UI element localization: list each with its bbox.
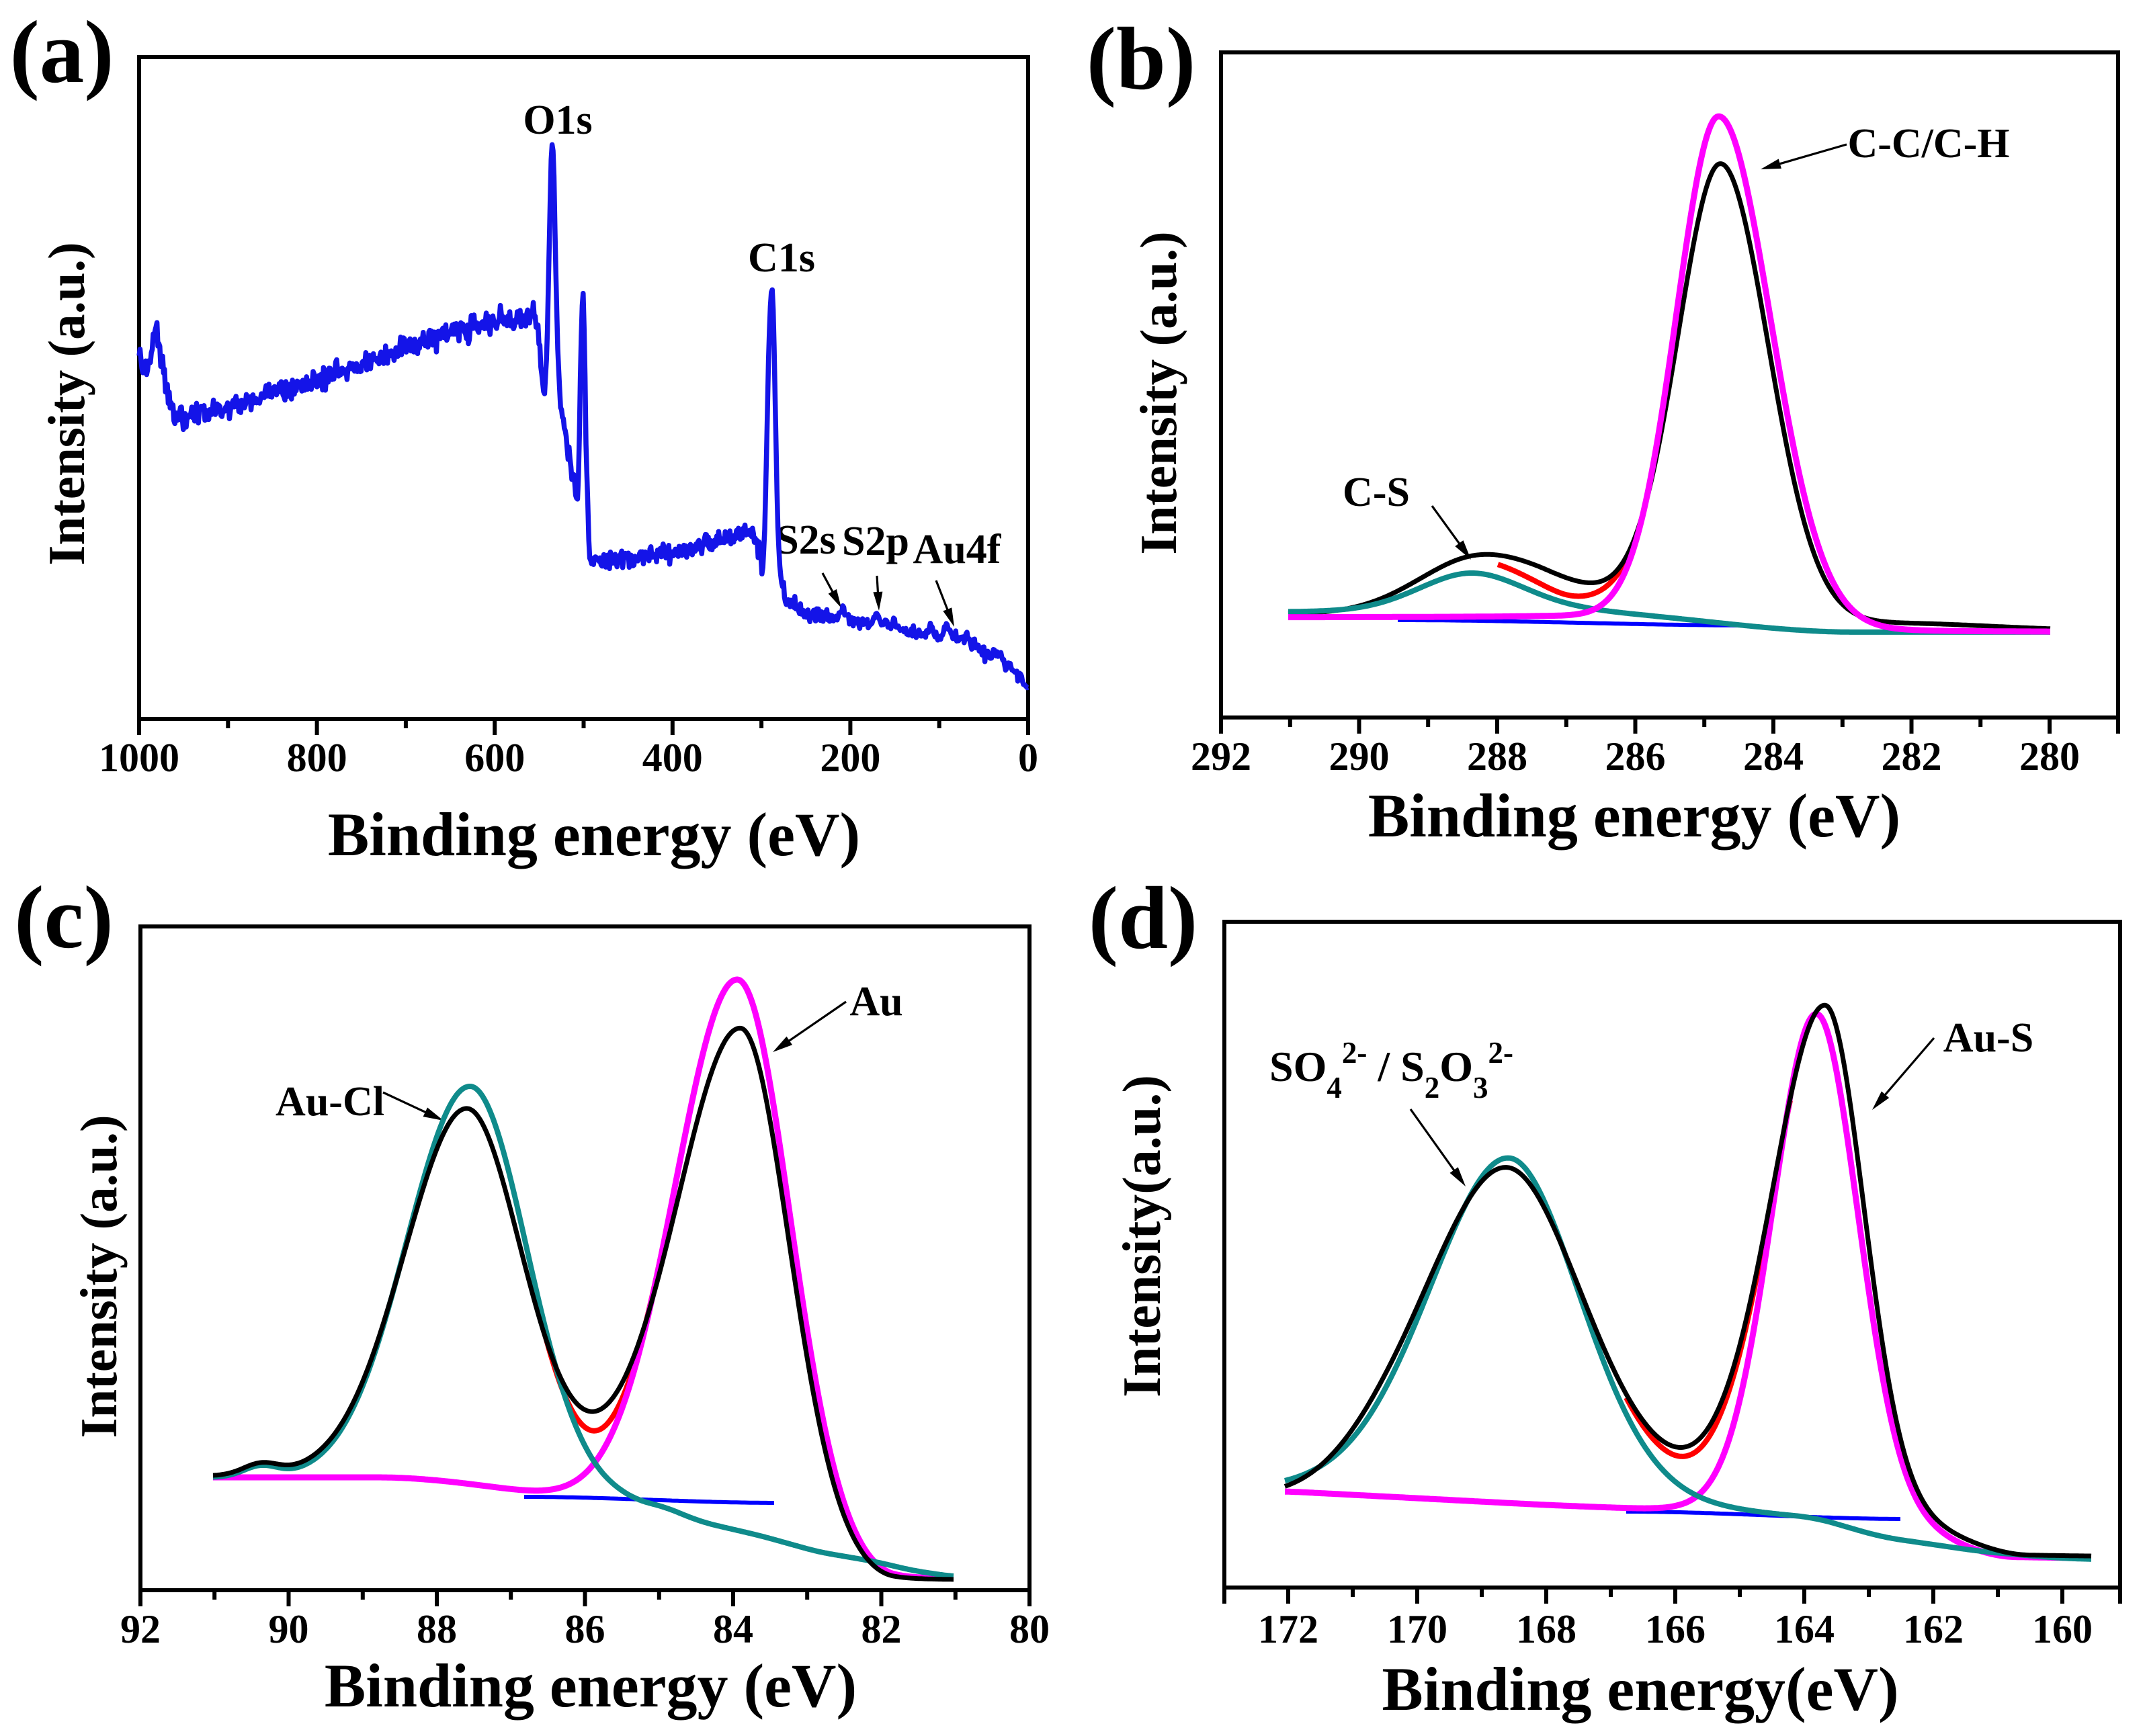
- svg-text:O1s: O1s: [523, 97, 592, 143]
- svg-text:168: 168: [1516, 1607, 1576, 1651]
- svg-text:166: 166: [1645, 1607, 1706, 1651]
- svg-text:C1s: C1s: [748, 235, 815, 281]
- svg-text:C-C/C-H: C-C/C-H: [1847, 121, 2009, 167]
- svg-text:90: 90: [269, 1607, 309, 1651]
- svg-text:286: 286: [1605, 734, 1666, 779]
- svg-text:Intensity(a.u.): Intensity(a.u.): [1113, 1075, 1172, 1397]
- svg-text:Intensity (a.u.): Intensity (a.u.): [1130, 231, 1187, 554]
- svg-text:0: 0: [1018, 736, 1038, 780]
- svg-text:(b): (b): [1087, 9, 1196, 108]
- svg-text:Binding energy (eV): Binding energy (eV): [328, 800, 860, 869]
- svg-text:82: 82: [861, 1607, 902, 1651]
- svg-text:164: 164: [1774, 1607, 1835, 1651]
- svg-text:282: 282: [1882, 734, 1942, 779]
- svg-text:290: 290: [1329, 734, 1390, 779]
- svg-text:(d): (d): [1089, 868, 1198, 967]
- svg-text:400: 400: [642, 736, 703, 780]
- svg-text:600: 600: [464, 736, 525, 780]
- svg-text:Au-S: Au-S: [1943, 1015, 2033, 1061]
- svg-text:Au4f: Au4f: [913, 527, 1002, 572]
- svg-text:160: 160: [2032, 1607, 2093, 1651]
- svg-text:Binding energy (eV): Binding energy (eV): [325, 1651, 857, 1720]
- svg-text:1000: 1000: [99, 736, 179, 780]
- svg-text:172: 172: [1258, 1607, 1318, 1651]
- svg-text:S2p: S2p: [842, 519, 909, 564]
- svg-text:(c): (c): [14, 867, 114, 967]
- svg-text:Intensity (a.u.): Intensity (a.u.): [38, 242, 95, 565]
- svg-text:292: 292: [1191, 734, 1251, 779]
- svg-text:280: 280: [2019, 734, 2080, 779]
- svg-text:(a): (a): [9, 2, 114, 101]
- svg-text:84: 84: [713, 1607, 753, 1651]
- svg-text:170: 170: [1387, 1607, 1447, 1651]
- svg-text:Au-Cl: Au-Cl: [276, 1079, 384, 1125]
- svg-text:800: 800: [287, 736, 347, 780]
- svg-text:S2s: S2s: [775, 517, 836, 563]
- svg-text:284: 284: [1743, 734, 1804, 779]
- svg-text:88: 88: [417, 1607, 457, 1651]
- svg-text:C-S: C-S: [1343, 470, 1410, 515]
- svg-text:Au: Au: [849, 979, 902, 1025]
- svg-text:200: 200: [820, 736, 880, 780]
- svg-text:92: 92: [120, 1607, 161, 1651]
- svg-text:86: 86: [565, 1607, 605, 1651]
- svg-text:Binding energy(eV): Binding energy(eV): [1382, 1655, 1898, 1723]
- svg-text:Intensity (a.u.): Intensity (a.u.): [70, 1115, 128, 1438]
- svg-text:80: 80: [1009, 1607, 1050, 1651]
- svg-text:162: 162: [1903, 1607, 1964, 1651]
- svg-text:288: 288: [1467, 734, 1527, 779]
- svg-text:Binding energy (eV): Binding energy (eV): [1368, 781, 1900, 850]
